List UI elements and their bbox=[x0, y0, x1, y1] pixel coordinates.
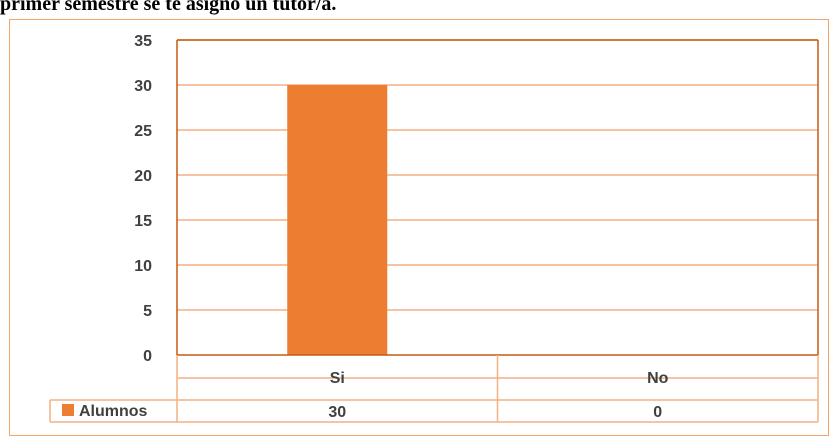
y-tick-label: 0 bbox=[143, 348, 152, 365]
legend-label: Alumnos bbox=[79, 403, 148, 420]
y-tick-label: 15 bbox=[134, 213, 152, 230]
y-tick-label: 20 bbox=[134, 168, 152, 185]
bar-si bbox=[287, 85, 388, 355]
y-tick-label: 30 bbox=[134, 78, 152, 95]
data-table: Si No Alumnos 30 0 bbox=[49, 355, 819, 423]
y-tick-label: 25 bbox=[134, 123, 152, 140]
data-table-value: 30 bbox=[328, 404, 346, 421]
y-tick-label: 35 bbox=[134, 33, 152, 50]
data-table-value: 0 bbox=[653, 404, 662, 421]
chart-frame bbox=[9, 19, 829, 436]
gridlines bbox=[177, 39, 818, 311]
y-axis-ticks: 0 5 10 15 20 25 30 35 bbox=[134, 33, 152, 365]
bars bbox=[287, 85, 388, 355]
y-tick-label: 5 bbox=[143, 303, 152, 320]
axes bbox=[176, 39, 819, 356]
legend-swatch bbox=[62, 404, 74, 416]
x-category-label: No bbox=[647, 370, 669, 387]
x-category-label: Si bbox=[330, 370, 345, 387]
chart-heading: primer semestre se te asignó un tutor/a. bbox=[0, 0, 337, 15]
y-tick-label: 10 bbox=[134, 258, 152, 275]
